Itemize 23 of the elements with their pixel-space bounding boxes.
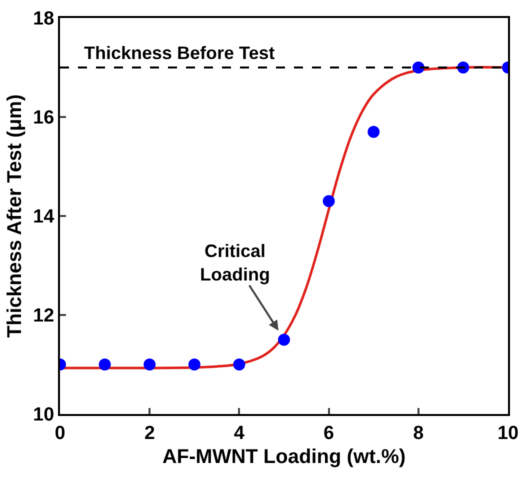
y-tick-label: 10: [33, 404, 54, 426]
y-tick-label: 12: [33, 306, 54, 327]
x-tick-label: 4: [234, 422, 245, 444]
y-tick-label: 16: [33, 108, 54, 129]
annotation: Critical Loading: [200, 241, 270, 284]
y-axis-title: Thickness After Test (μm): [4, 94, 26, 338]
point: [188, 358, 200, 370]
x-tick-label: 0: [54, 422, 66, 444]
x-tick-label: 2: [144, 422, 155, 444]
point: [144, 358, 156, 370]
point: [322, 195, 335, 208]
y-tick-label: 18: [33, 8, 54, 30]
x-tick-label: 10: [497, 422, 519, 444]
point: [368, 126, 380, 138]
point: [412, 62, 424, 74]
x-axis-title: AF-MWNT Loading (wt.%): [162, 446, 406, 468]
y-tick-label: 14: [33, 206, 55, 228]
x-tick-label: 6: [324, 422, 334, 444]
point: [278, 334, 290, 346]
point: [98, 358, 111, 370]
ref-line-label: Thickness Before Test: [84, 43, 275, 63]
point: [233, 358, 246, 370]
x-tick-label: 8: [413, 422, 424, 444]
